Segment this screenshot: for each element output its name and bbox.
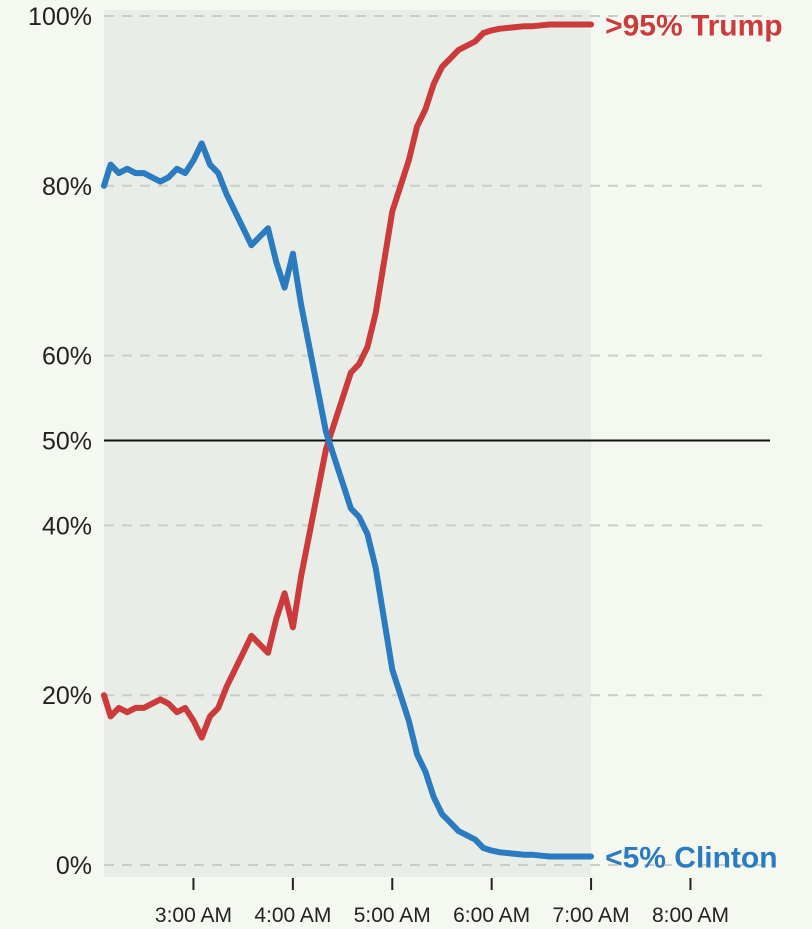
y-tick-label: 50% [42, 428, 92, 456]
y-tick-label: 100% [28, 3, 92, 31]
highlight-band [104, 10, 592, 877]
y-tick-label: 0% [56, 852, 92, 880]
x-tick-label: 3:00 AM [155, 904, 232, 927]
gridlines [104, 15, 770, 866]
y-tick-label: 40% [42, 512, 92, 540]
x-axis: 3:00 AM 4:00 AM 5:00 AM 6:00 AM 7:00 AM 8:00 … [155, 878, 729, 927]
y-tick-label: 20% [42, 682, 92, 710]
clinton-line [101, 140, 595, 860]
clinton-end-label: <5% Clinton [605, 842, 778, 875]
series-lines [101, 21, 595, 860]
y-axis: 0% 20% 40% 50% 60% 80% 100% [28, 3, 92, 880]
trump-line [101, 21, 595, 741]
x-tick-label: 7:00 AM [553, 904, 630, 927]
trump-end-label: >95% Trump [605, 9, 783, 42]
x-tick-label: 8:00 AM [652, 904, 729, 927]
series-end-labels: >95% Trump <5% Clinton [605, 9, 783, 874]
x-tick-label: 4:00 AM [254, 904, 331, 927]
x-tick-label: 6:00 AM [453, 904, 530, 927]
x-tick-label: 5:00 AM [354, 904, 431, 927]
y-tick-label: 80% [42, 173, 92, 201]
y-tick-label: 60% [42, 343, 92, 371]
